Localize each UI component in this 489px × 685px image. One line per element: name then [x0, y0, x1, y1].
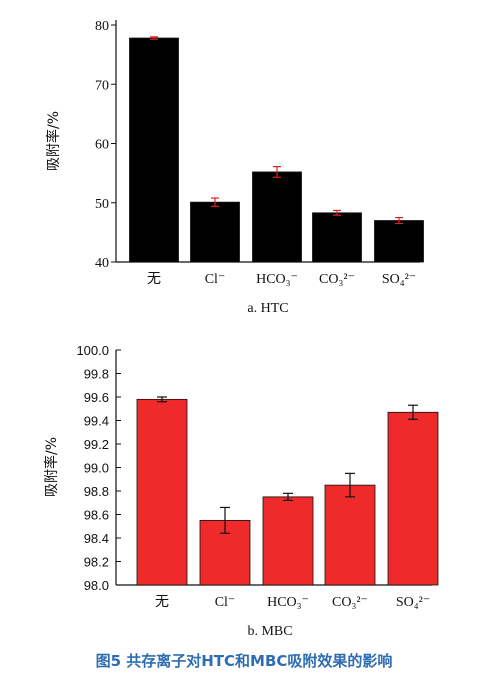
chart-htc-y-tick-label: 40	[95, 256, 109, 271]
chart-htc-category-label: HCO₃⁻	[256, 272, 298, 287]
chart-mbc-y-tick-label: 99.8	[84, 367, 109, 382]
chart-mbc-y-tick-label: 98.8	[84, 484, 109, 499]
chart-mbc-y-tick-label: 100.0	[76, 343, 109, 358]
chart-mbc-y-tick-label: 98.2	[84, 555, 109, 570]
chart-htc-y-tick-label: 60	[95, 138, 109, 153]
chart-mbc-category-label: 无	[155, 595, 169, 610]
chart-htc-bar	[312, 212, 362, 263]
chart-htc-error-bar	[333, 209, 341, 216]
chart-mbc-y-tick-label: 98.6	[84, 508, 109, 523]
chart-htc: 吸附率/% a. HTC 40 50 60 70 80 无 Cl⁻ HCO₃⁻ CO₃²⁻ SO₄…	[45, 19, 424, 316]
chart-mbc-bar	[324, 484, 376, 586]
chart-htc-subtitle: a. HTC	[247, 301, 288, 316]
chart-mbc: 吸附率/% b. MBC 98.0 98.2 98.4 98.6 98.8 99.0 99.…	[43, 343, 439, 639]
chart-mbc-y-label: 吸附率/%	[43, 437, 60, 497]
chart-mbc-error-bar	[157, 396, 167, 403]
chart-mbc-y-tick-label: 98.0	[84, 578, 109, 593]
chart-mbc-subtitle: b. MBC	[247, 624, 292, 639]
chart-mbc-bar	[387, 411, 439, 586]
chart-mbc-y-tick-label: 99.4	[84, 414, 109, 429]
chart-htc-error-bar	[273, 166, 281, 178]
chart-mbc-y-tick-label: 99.0	[84, 461, 109, 476]
chart-htc-category-label: Cl⁻	[205, 272, 226, 287]
chart-mbc-y-tick-label: 99.6	[84, 390, 109, 405]
chart-htc-error-bar	[395, 216, 403, 225]
chart-mbc-y-tick-label: 99.2	[84, 437, 109, 452]
chart-htc-category-label: CO₃²⁻	[319, 272, 355, 287]
chart-htc-y-label: 吸附率/%	[45, 111, 62, 171]
chart-htc-error-bar	[211, 197, 219, 207]
chart-mbc-error-bar	[408, 404, 418, 420]
chart-htc-y-tick-label: 50	[95, 197, 109, 212]
chart-mbc-category-label: Cl⁻	[215, 595, 236, 610]
chart-htc-category-label: SO₄²⁻	[382, 272, 416, 287]
chart-htc-error-bar	[150, 36, 158, 40]
chart-htc-category-label: 无	[147, 272, 161, 287]
chart-htc-y-tick-label: 80	[95, 19, 109, 34]
chart-htc-bar	[374, 220, 424, 263]
chart-htc-bar	[129, 37, 179, 263]
chart-htc-bar	[190, 201, 240, 263]
chart-mbc-error-bar	[345, 472, 355, 498]
chart-mbc-bar	[262, 496, 314, 586]
chart-htc-y-tick-label: 70	[95, 78, 109, 93]
chart-mbc-bar	[136, 398, 188, 586]
chart-htc-bar	[252, 171, 302, 263]
chart-mbc-error-bar	[283, 492, 293, 501]
chart-mbc-category-label: SO₄²⁻	[396, 595, 430, 610]
chart-mbc-category-label: CO₃²⁻	[332, 595, 368, 610]
figure-caption: 图5 共存离子对HTC和MBC吸附效果的影响	[96, 652, 393, 670]
chart-mbc-category-label: HCO₃⁻	[267, 595, 309, 610]
chart-mbc-y-tick-label: 98.4	[84, 531, 109, 546]
chart-mbc-error-bar	[220, 506, 230, 534]
